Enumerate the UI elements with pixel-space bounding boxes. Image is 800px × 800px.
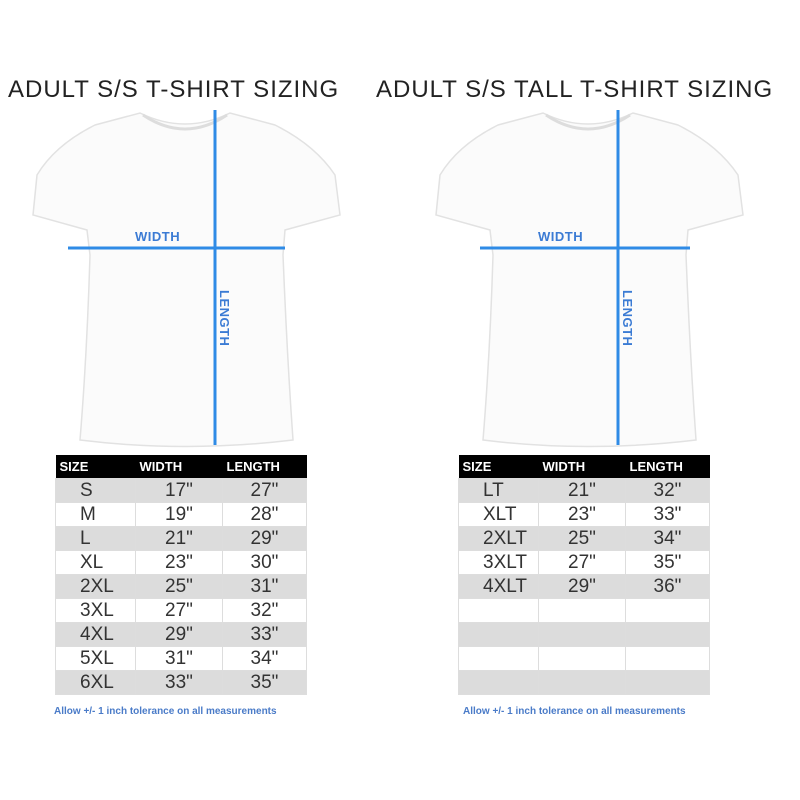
size-cell: 4XL: [55, 622, 136, 647]
table-row: 3XLT 27" 35": [458, 550, 710, 575]
length-cell: 35": [625, 550, 710, 575]
table-row: [458, 670, 710, 695]
size-cell: 5XL: [55, 646, 136, 671]
width-cell: 33": [135, 670, 223, 695]
left-title: ADULT S/S T-SHIRT SIZING: [8, 76, 340, 103]
size-cell: S: [55, 478, 136, 503]
length-cell: 30": [222, 550, 307, 575]
length-cell: [625, 622, 710, 647]
size-cell: 2XL: [55, 574, 136, 599]
tolerance-note-right: Allow +/- 1 inch tolerance on all measur…: [463, 706, 686, 717]
table-row: LT 21" 32": [458, 478, 710, 503]
length-cell: 29": [222, 526, 307, 551]
table-row: 2XL 25" 31": [55, 574, 307, 599]
header-cell: WIDTH: [135, 455, 223, 479]
left-tshirt-diagram: WIDTH LENGTH: [25, 105, 345, 455]
size-cell: [458, 598, 539, 623]
table-row: 4XL 29" 33": [55, 622, 307, 647]
size-cell: 4XLT: [458, 574, 539, 599]
table-header: SIZE WIDTH LENGTH: [55, 455, 307, 479]
size-table-regular: SIZE WIDTH LENGTH S 17" 27" M 19" 28" L 21" 29" XL 23…: [55, 455, 307, 695]
size-cell: 3XL: [55, 598, 136, 623]
table-row: [458, 646, 710, 671]
header-cell: LENGTH: [222, 455, 307, 479]
table-header: SIZE WIDTH LENGTH: [458, 455, 710, 479]
size-cell: XLT: [458, 502, 539, 527]
length-cell: 28": [222, 502, 307, 527]
size-cell: 6XL: [55, 670, 136, 695]
table-row: 4XLT 29" 36": [458, 574, 710, 599]
size-cell: 3XLT: [458, 550, 539, 575]
header-cell: WIDTH: [538, 455, 626, 479]
width-cell: 25": [538, 526, 626, 551]
table-row: S 17" 27": [55, 478, 307, 503]
size-cell: 2XLT: [458, 526, 539, 551]
length-cell: 35": [222, 670, 307, 695]
header-cell: SIZE: [458, 455, 539, 479]
right-title: ADULT S/S TALL T-SHIRT SIZING: [376, 76, 774, 103]
length-cell: 34": [222, 646, 307, 671]
length-cell: 33": [625, 502, 710, 527]
width-cell: 21": [538, 478, 626, 503]
width-cell: 29": [538, 574, 626, 599]
table-row: 5XL 31" 34": [55, 646, 307, 671]
width-cell: [538, 598, 626, 623]
size-cell: [458, 646, 539, 671]
width-cell: 17": [135, 478, 223, 503]
size-cell: L: [55, 526, 136, 551]
right-tshirt-diagram: WIDTH LENGTH: [428, 105, 748, 455]
length-cell: 27": [222, 478, 307, 503]
width-cell: 29": [135, 622, 223, 647]
width-cell: 21": [135, 526, 223, 551]
width-cell: 23": [538, 502, 626, 527]
length-label: LENGTH: [217, 290, 232, 347]
table-row: 6XL 33" 35": [55, 670, 307, 695]
size-cell: [458, 670, 539, 695]
header-cell: LENGTH: [625, 455, 710, 479]
width-cell: 31": [135, 646, 223, 671]
width-cell: [538, 646, 626, 671]
length-cell: [625, 598, 710, 623]
width-label: WIDTH: [135, 229, 181, 244]
size-cell: LT: [458, 478, 539, 503]
table-row: XL 23" 30": [55, 550, 307, 575]
width-cell: 25": [135, 574, 223, 599]
length-cell: 36": [625, 574, 710, 599]
table-row: 3XL 27" 32": [55, 598, 307, 623]
length-cell: [625, 670, 710, 695]
table-row: [458, 622, 710, 647]
width-cell: 19": [135, 502, 223, 527]
width-cell: 23": [135, 550, 223, 575]
length-cell: 31": [222, 574, 307, 599]
table-row: L 21" 29": [55, 526, 307, 551]
table-row: M 19" 28": [55, 502, 307, 527]
length-cell: 32": [222, 598, 307, 623]
length-label: LENGTH: [620, 290, 635, 347]
table-row: [458, 598, 710, 623]
size-cell: XL: [55, 550, 136, 575]
tolerance-note-left: Allow +/- 1 inch tolerance on all measur…: [54, 706, 277, 717]
length-cell: 33": [222, 622, 307, 647]
length-cell: [625, 646, 710, 671]
width-cell: [538, 622, 626, 647]
width-label: WIDTH: [538, 229, 584, 244]
table-row: XLT 23" 33": [458, 502, 710, 527]
header-cell: SIZE: [55, 455, 136, 479]
size-cell: [458, 622, 539, 647]
length-cell: 32": [625, 478, 710, 503]
table-row: 2XLT 25" 34": [458, 526, 710, 551]
size-table-tall: SIZE WIDTH LENGTH LT 21" 32" XLT 23" 33" 2XLT 25" 3…: [458, 455, 710, 695]
width-cell: [538, 670, 626, 695]
width-cell: 27": [538, 550, 626, 575]
size-cell: M: [55, 502, 136, 527]
width-cell: 27": [135, 598, 223, 623]
length-cell: 34": [625, 526, 710, 551]
